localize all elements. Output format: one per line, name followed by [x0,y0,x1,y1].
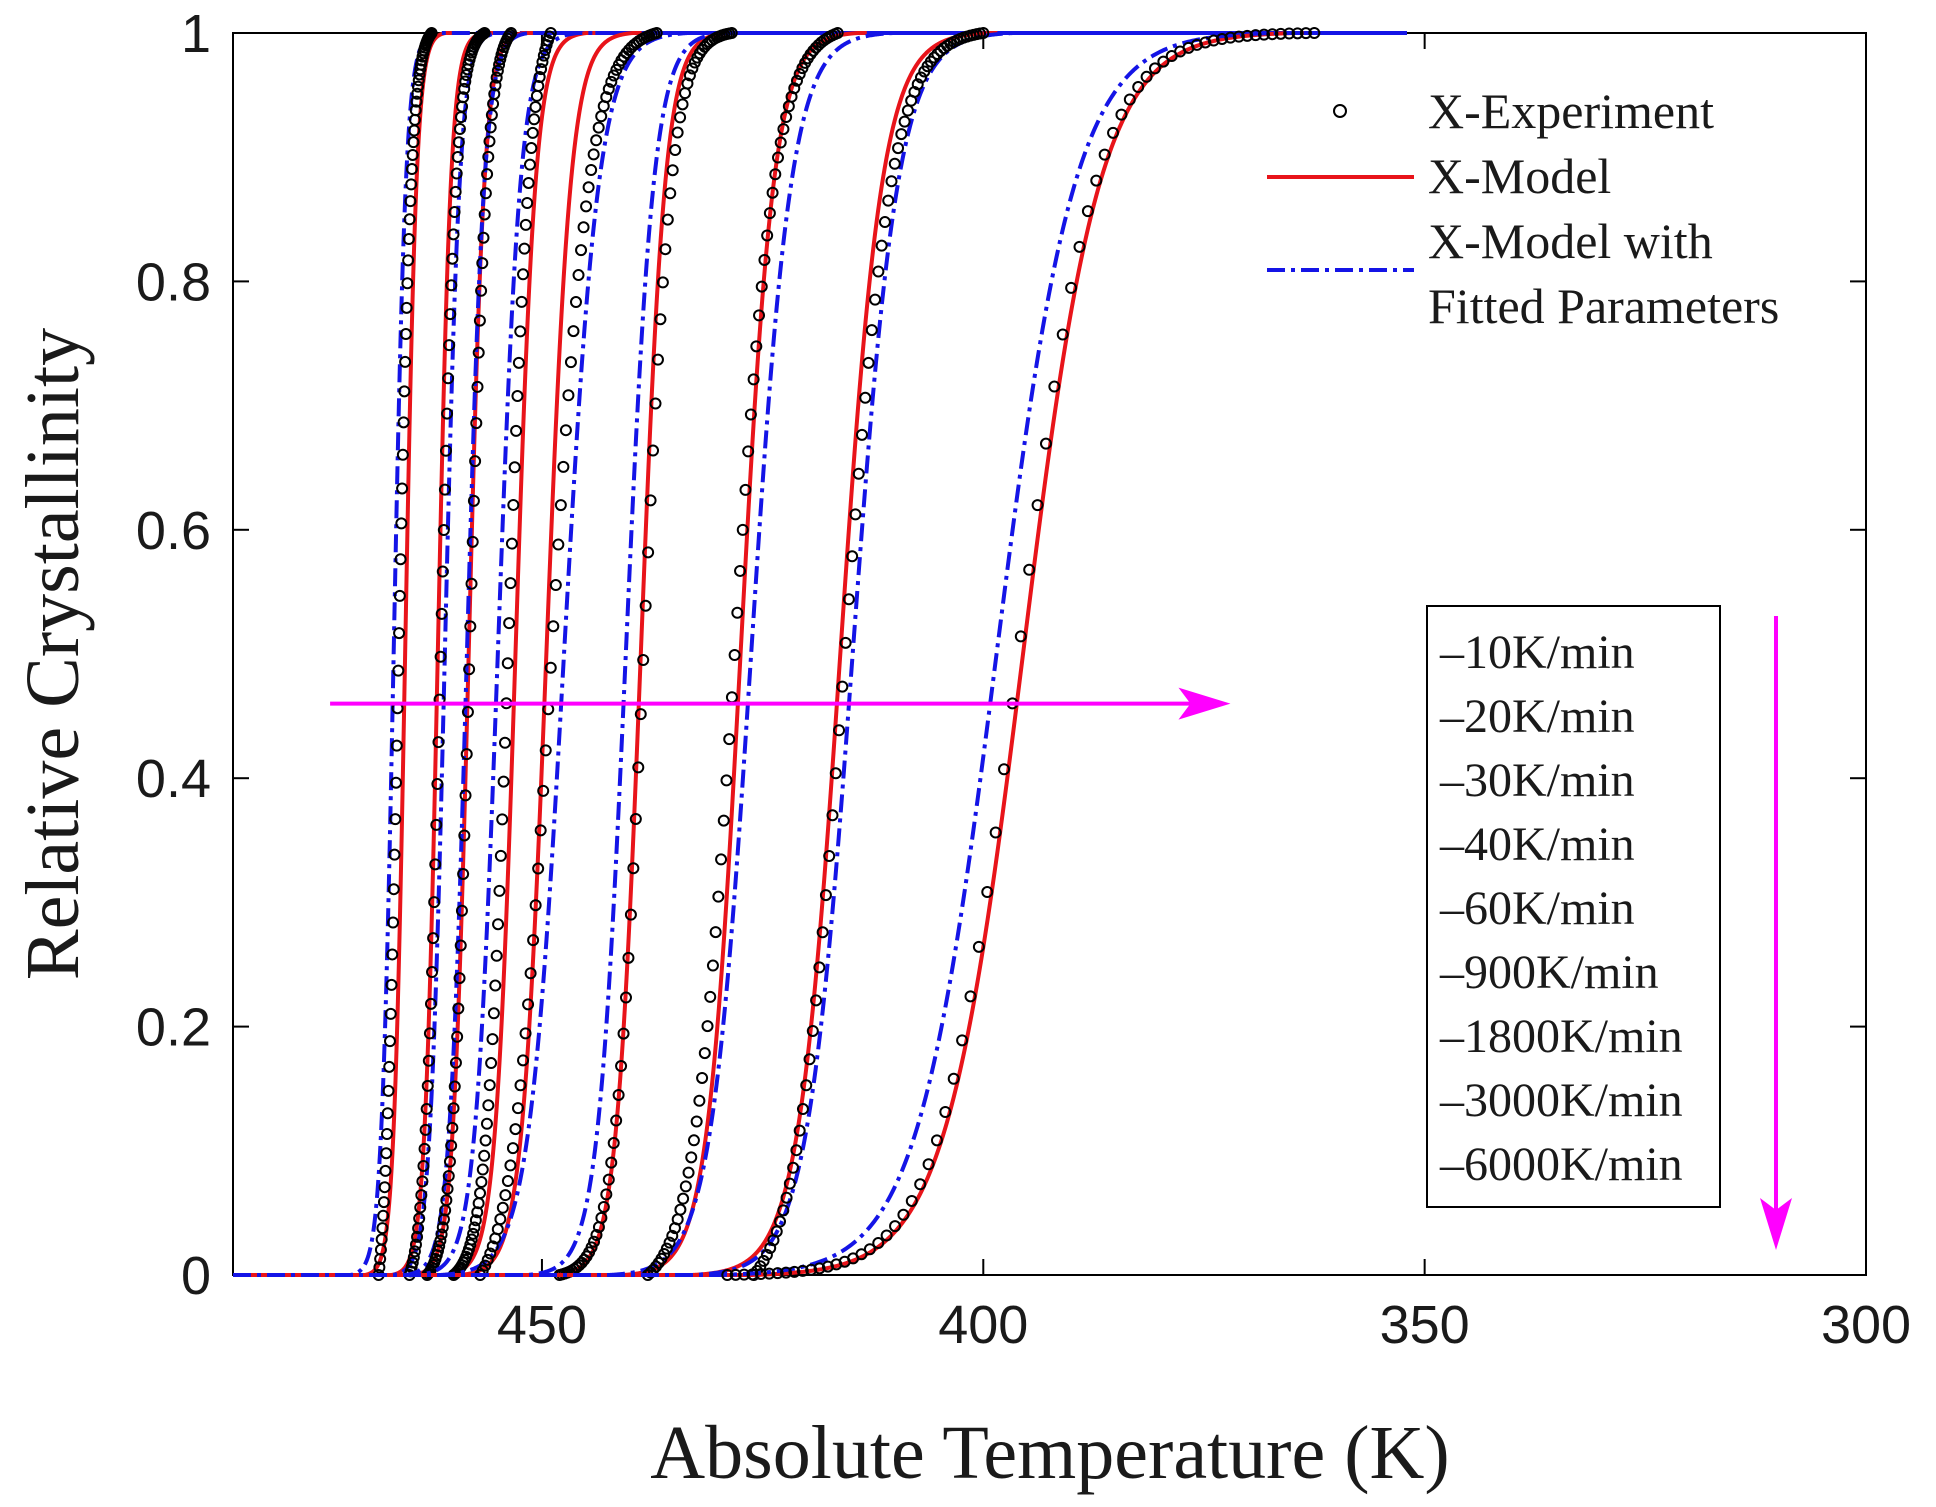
legend-label-model: X-Model [1428,148,1611,204]
rate-legend-entry: –20K/min [1439,690,1635,743]
y-tick-label: 0.4 [136,749,211,809]
rate-legend-entry: –30K/min [1439,754,1635,807]
rate-legend-entry: –10K/min [1439,626,1635,679]
x-tick-label: 350 [1380,1295,1470,1355]
y-tick-label: 1 [181,4,211,64]
y-tick-label: 0.6 [136,501,211,561]
y-tick-label: 0.2 [136,998,211,1058]
x-axis-title: Absolute Temperature (K) [650,1411,1449,1495]
rate-legend-entry: –40K/min [1439,818,1635,871]
x-tick-label: 400 [938,1295,1028,1355]
rate-legend-entry: –60K/min [1439,882,1635,935]
crystallinity-chart: 450 400 350 300 0 0.2 0.4 0.6 0.8 1 X-Experiment X… [0,0,1936,1507]
x-tick-label: 300 [1821,1295,1911,1355]
rate-legend: –10K/min –20K/min –30K/min –40K/min –60K/min… [1427,606,1720,1207]
legend-label-fitted-line2: Fitted Parameters [1428,278,1779,334]
y-axis-title: Relative Crystallinity [11,328,95,980]
rate-legend-entry: –6000K/min [1439,1138,1683,1191]
legend-label-fitted: X-Model with [1428,213,1713,269]
y-tick-label: 0 [181,1246,211,1306]
y-tick-label: 0.8 [136,252,211,312]
rate-legend-entry: –3000K/min [1439,1074,1683,1127]
x-tick-label: 450 [497,1295,587,1355]
rate-legend-entry: –1800K/min [1439,1010,1683,1063]
legend-label-experiment: X-Experiment [1428,83,1714,139]
rate-legend-entry: –900K/min [1439,946,1659,999]
